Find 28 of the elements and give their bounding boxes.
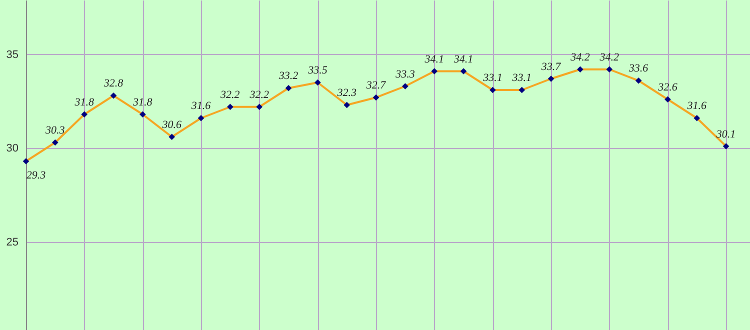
y-tick-label: 30 <box>6 142 18 155</box>
data-label: 31.8 <box>74 96 94 108</box>
y-tick-label: 25 <box>6 236 18 248</box>
data-label: 31.6 <box>190 100 212 112</box>
data-label: 33.3 <box>394 68 416 80</box>
data-label: 34.2 <box>598 51 620 64</box>
data-label: 32.2 <box>220 88 240 101</box>
data-label: 33.5 <box>307 64 328 76</box>
data-label: 29.3 <box>26 169 46 182</box>
data-label: 33.6 <box>628 62 649 75</box>
data-label: 32.8 <box>102 78 124 90</box>
data-label: 30.3 <box>44 124 66 136</box>
data-label: 33.7 <box>540 60 562 73</box>
data-label: 31.8 <box>132 96 153 108</box>
data-label: 30.6 <box>161 118 182 131</box>
data-label: 34.2 <box>570 51 590 64</box>
data-label: 32.7 <box>365 80 386 92</box>
data-label: 33.2 <box>278 70 299 82</box>
data-label: 30.1 <box>715 128 736 140</box>
y-tick-label: 35 <box>6 48 18 61</box>
data-label: 33.1 <box>511 72 532 84</box>
data-label: 31.6 <box>686 100 708 112</box>
data-label: 32.2 <box>248 88 270 101</box>
data-label: 34.1 <box>452 53 474 66</box>
data-label: 32.3 <box>336 87 357 99</box>
data-label: 32.6 <box>657 81 678 94</box>
data-label: 33.1 <box>482 72 502 84</box>
data-label: 34.1 <box>424 53 444 66</box>
